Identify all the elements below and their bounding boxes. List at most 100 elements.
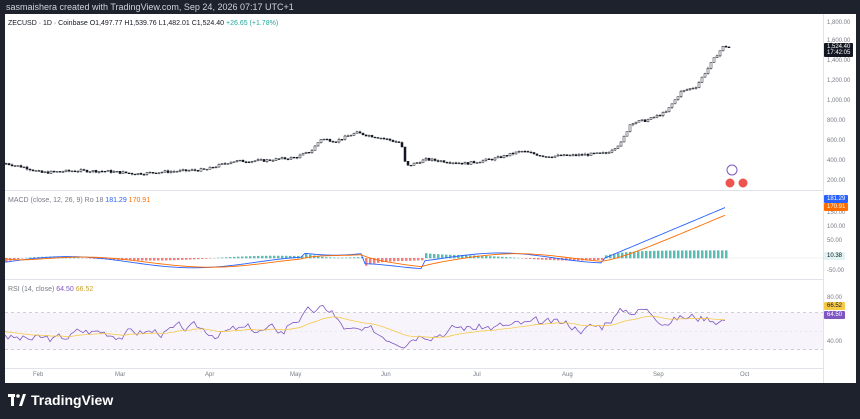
candle-body (466, 162, 470, 165)
candle-body (718, 50, 722, 57)
macd-histogram-bar (425, 253, 428, 259)
candle-body (49, 170, 53, 174)
candle-body (115, 171, 119, 173)
candle-body (5, 163, 8, 165)
candle-body (415, 162, 419, 164)
ohlc-low: L1,482.01 (158, 20, 190, 27)
macd-histogram-bar (77, 257, 80, 259)
candle-body (607, 151, 611, 154)
macd-histogram-bar (301, 256, 304, 259)
macd-histogram-bar (669, 250, 672, 259)
candle-body (628, 124, 632, 132)
candle-body (487, 158, 491, 160)
macd-histogram-bar (433, 253, 436, 259)
candle-body (73, 170, 77, 173)
macd-histogram-bar (13, 258, 16, 260)
candle-body (16, 165, 20, 167)
candle-body (112, 171, 116, 173)
candle-body (403, 146, 407, 162)
candle-body (643, 119, 647, 122)
candle-body (439, 160, 443, 162)
candle-body (184, 169, 188, 172)
tradingview-logo[interactable]: TradingView (8, 392, 113, 408)
candle-body (667, 107, 671, 113)
candle-body (502, 155, 506, 159)
macd-histogram-bar (445, 254, 448, 259)
candle-body (646, 119, 650, 122)
macd-histogram-bar (249, 256, 252, 259)
macd-histogram-bar (69, 257, 72, 259)
candle-body (31, 169, 35, 172)
pane-separator-macd[interactable] (5, 190, 856, 191)
macd-histogram-bar (589, 258, 592, 261)
candle-body (484, 158, 488, 161)
candle-body (169, 171, 173, 173)
candle-body (694, 87, 698, 89)
candle-body (319, 139, 323, 143)
price-tick-label: 1,600.00 (827, 38, 851, 44)
candle-body (58, 171, 62, 173)
pane-separator-rsi[interactable] (5, 279, 856, 280)
macd-histogram-bar (693, 250, 696, 259)
macd-histogram-bar (389, 258, 392, 262)
chart-area[interactable]: ZECUSD · 1D · Coinbase O1,497.77 H1,539.… (5, 14, 856, 383)
macd-histogram-bar (189, 258, 192, 260)
candle-body (154, 172, 158, 174)
candle-body (223, 163, 227, 165)
macd-histogram-bar (609, 254, 612, 259)
candle-body (202, 168, 206, 170)
macd-histogram-bar (709, 250, 712, 259)
macd-histogram-bar (529, 258, 532, 259)
macd-extra: Ro 18 (84, 197, 104, 204)
time-tick-label: Aug (562, 372, 573, 378)
candle-body (661, 112, 665, 116)
macd-tag: 181.29 (824, 195, 849, 203)
macd-histogram-bar (341, 257, 344, 259)
candle-body (406, 161, 410, 166)
macd-histogram-bar (181, 258, 184, 260)
candle-body (424, 157, 428, 161)
candle-body (304, 152, 308, 154)
candle-body (691, 87, 695, 90)
ohlc-close: C1,524.40 (191, 20, 225, 27)
candle-body (103, 170, 107, 173)
candle-body (127, 172, 131, 174)
candle-body (580, 154, 584, 156)
chart-canvas[interactable] (5, 14, 823, 383)
candle-body (163, 170, 167, 173)
candle-body (583, 153, 587, 156)
macd-histogram-bar (689, 250, 692, 259)
macd-histogram-bar (5, 258, 8, 262)
macd-histogram-bar (509, 257, 512, 259)
macd-histogram-bar (277, 255, 280, 259)
macd-histogram-bar (553, 258, 556, 261)
candle-body (367, 135, 371, 137)
candle-body (235, 160, 239, 163)
candle-body (727, 46, 731, 48)
macd-histogram-bar (385, 258, 388, 262)
candle-body (433, 158, 437, 161)
candle-body (22, 166, 26, 169)
macd-histogram-bar (449, 254, 452, 259)
macd-histogram-bar (229, 257, 232, 259)
candle-body (559, 154, 563, 157)
time-tick-label: Sep (653, 372, 664, 378)
candle-body (310, 150, 314, 153)
rsi-ma-tag: 66.52 (824, 302, 846, 310)
macd-histogram-bar (73, 257, 76, 259)
macd-histogram-bar (165, 258, 168, 261)
candle-body (451, 162, 455, 164)
hist-tag: 10.38 (824, 252, 846, 260)
macd-histogram-bar (269, 255, 272, 259)
macd-histogram-bar (325, 257, 328, 259)
candle-body (601, 152, 605, 154)
candle-body (316, 142, 320, 147)
candle-body (67, 169, 71, 172)
candle-body (427, 157, 431, 161)
candle-body (640, 119, 644, 121)
macd-histogram-bar (349, 257, 352, 259)
macd-histogram-bar (717, 250, 720, 259)
candle-body (373, 136, 377, 139)
candle-body (199, 168, 203, 172)
last-price-value: 1,524.40 (827, 44, 851, 50)
